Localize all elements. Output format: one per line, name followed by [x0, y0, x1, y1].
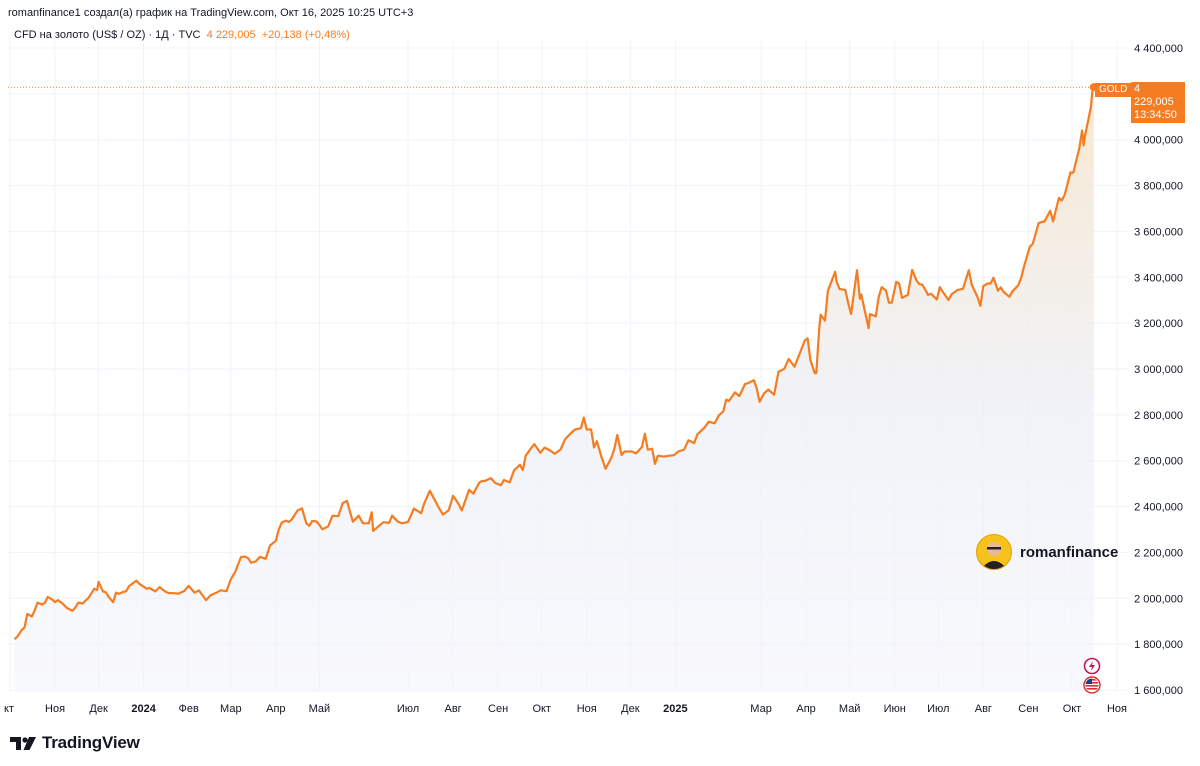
price-change: +20,138 (+0,48%) — [261, 29, 350, 41]
x-tick-label: Апр — [796, 703, 815, 715]
author-avatar-icon — [976, 534, 1012, 570]
x-tick-label: Июн — [884, 703, 906, 715]
x-tick-label: Апр — [266, 703, 285, 715]
y-tick-label: 3 600,000 — [1134, 226, 1183, 238]
y-tick-label: 2 400,000 — [1134, 502, 1183, 514]
x-tick-label: Сен — [1018, 703, 1038, 715]
last-price-badge[interactable]: 4 229,005 13:34:50 — [1131, 82, 1185, 123]
y-tick-label: 3 800,000 — [1134, 181, 1183, 193]
us-flag-event-icon[interactable] — [1083, 676, 1101, 694]
x-tick-label: Мар — [750, 703, 772, 715]
x-tick-label: 2025 — [663, 703, 687, 715]
tradingview-logo[interactable]: TradingView — [10, 733, 140, 753]
y-tick-label: 3 200,000 — [1134, 318, 1183, 330]
last-price: 4 229,005 — [206, 29, 256, 41]
x-tick-label: Ноя — [577, 703, 597, 715]
price-area-fill — [14, 87, 1094, 692]
x-tick-label: 2024 — [131, 703, 156, 715]
y-tick-label: 2 200,000 — [1134, 547, 1183, 559]
x-tick-label: Авг — [444, 703, 461, 715]
x-tick-label: Май — [839, 703, 861, 715]
x-tick-label: Сен — [488, 703, 508, 715]
last-price-badge-value: 4 229,005 — [1134, 83, 1174, 108]
y-tick-label: 2 600,000 — [1134, 456, 1183, 468]
author-name: romanfinance — [1020, 543, 1119, 561]
x-tick-label: Дек — [89, 703, 108, 715]
author-watermark: romanfinance — [976, 534, 1118, 570]
x-tick-label: Окт — [1063, 703, 1082, 715]
x-tick-label: кт — [4, 703, 14, 715]
y-tick-label: 4 400,000 — [1134, 43, 1183, 55]
x-tick-label: Окт — [532, 703, 551, 715]
symbol-legend[interactable]: CFD на золото (US$ / OZ) · 1Д · TVC 4 22… — [14, 29, 350, 41]
x-tick-label: Июл — [397, 703, 419, 715]
price-line — [13, 86, 1095, 640]
chart-caption: romanfinance1 создал(а) график на Tradin… — [8, 7, 414, 19]
symbol-tag: GOLD — [1095, 83, 1132, 97]
lightning-event-icon[interactable] — [1083, 657, 1101, 675]
x-tick-label: Дек — [621, 703, 640, 715]
y-tick-label: 1 800,000 — [1134, 639, 1183, 651]
tradingview-logo-text: TradingView — [42, 733, 140, 752]
x-tick-label: Июл — [927, 703, 949, 715]
x-tick-label: Фев — [179, 703, 199, 715]
y-tick-label: 2 800,000 — [1134, 410, 1183, 422]
y-tick-label: 3 000,000 — [1134, 364, 1183, 376]
x-tick-label: Ноя — [45, 703, 65, 715]
x-tick-label: Мар — [220, 703, 242, 715]
bar-countdown: 13:34:50 — [1134, 109, 1177, 121]
x-tick-label: Авг — [975, 703, 992, 715]
y-tick-label: 4 000,000 — [1134, 135, 1183, 147]
y-tick-label: 3 400,000 — [1134, 272, 1183, 284]
symbol-description: CFD на золото (US$ / OZ) · 1Д · TVC — [14, 29, 201, 41]
time-axis[interactable]: кт Ноя Дек 2024 Фев Мар Апр Май Июл Авг Сен Окт Ноя Д… — [4, 703, 1127, 715]
tradingview-logo-icon — [10, 737, 36, 750]
y-tick-label: 1 600,000 — [1134, 685, 1183, 697]
x-tick-label: Ноя — [1107, 703, 1127, 715]
y-tick-label: 2 000,000 — [1134, 593, 1183, 605]
x-tick-label: Май — [309, 703, 331, 715]
